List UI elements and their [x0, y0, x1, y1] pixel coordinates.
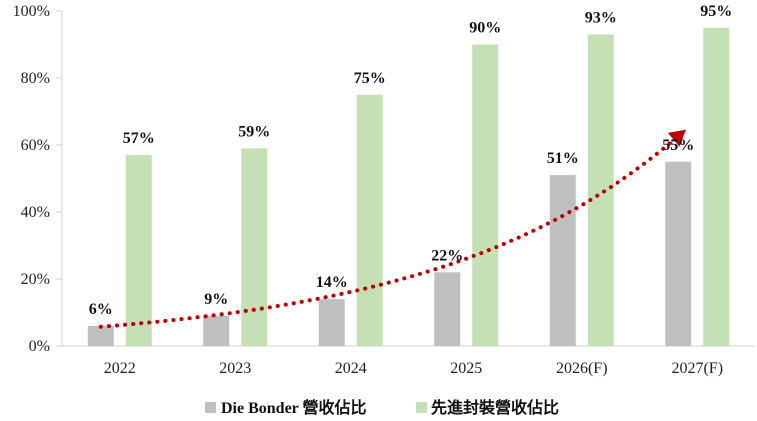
data-label: 57%: [123, 130, 155, 147]
y-tick-label: 100%: [13, 3, 50, 20]
legend-swatch-advanced-packaging: [416, 402, 427, 413]
x-tick-label: 2027(F): [671, 360, 723, 377]
bar-die-bonder: [318, 299, 345, 346]
bar-die-bonder: [665, 161, 692, 346]
bar-advanced-packaging: [356, 94, 383, 346]
bar-die-bonder: [549, 175, 576, 346]
bar-advanced-packaging: [241, 148, 268, 346]
y-tick-label: 60%: [21, 137, 50, 154]
trend-line-path: [98, 134, 681, 329]
bar-advanced-packaging: [587, 34, 614, 346]
data-label: 93%: [585, 9, 617, 26]
y-tick-label: 40%: [21, 204, 50, 221]
data-label: 9%: [204, 291, 228, 308]
bar-die-bonder: [87, 325, 114, 346]
y-tick-label: 80%: [21, 70, 50, 87]
x-tick-label: 2024: [335, 360, 367, 377]
data-label: 59%: [238, 123, 270, 140]
x-tick-label: 2025: [450, 360, 482, 377]
data-label: 22%: [431, 247, 463, 264]
x-tick-label: 2023: [219, 360, 251, 377]
data-label: 90%: [469, 20, 501, 37]
x-tick-label: 2026(F): [556, 360, 608, 377]
y-tick-label: 0%: [29, 338, 50, 355]
data-label: 75%: [354, 70, 386, 87]
y-axis: 0% 20% 40% 60% 80% 100%: [13, 3, 63, 355]
bar-advanced-packaging: [472, 44, 499, 346]
data-labels: 6% 9% 14% 22% 51% 55% 57% 59% 75% 90% 93% 95%: [89, 3, 733, 318]
bar-advanced-packaging: [125, 155, 152, 346]
data-label: 14%: [316, 274, 348, 291]
trend-line: [98, 129, 686, 329]
x-tick-label: 2022: [104, 360, 136, 377]
x-axis: 2022 2023 2024 2025 2026(F) 2027(F): [62, 345, 755, 377]
legend-swatch-die-bonder: [205, 402, 216, 413]
bars: [87, 27, 730, 346]
data-label: 95%: [700, 3, 732, 20]
y-tick-label: 20%: [21, 271, 50, 288]
bar-die-bonder: [434, 272, 461, 346]
legend-label-advanced-packaging: 先進封裝營收佔比: [431, 398, 559, 417]
bar-die-bonder: [203, 315, 230, 346]
data-label: 55%: [662, 137, 694, 154]
data-label: 51%: [547, 150, 579, 167]
legend-label-die-bonder: Die Bonder 營收佔比: [221, 398, 367, 417]
bar-advanced-packaging: [703, 27, 730, 346]
data-label: 6%: [89, 301, 113, 318]
legend: Die Bonder 營收佔比 先進封裝營收佔比: [205, 398, 559, 417]
trend-arrow-head: [667, 129, 686, 147]
